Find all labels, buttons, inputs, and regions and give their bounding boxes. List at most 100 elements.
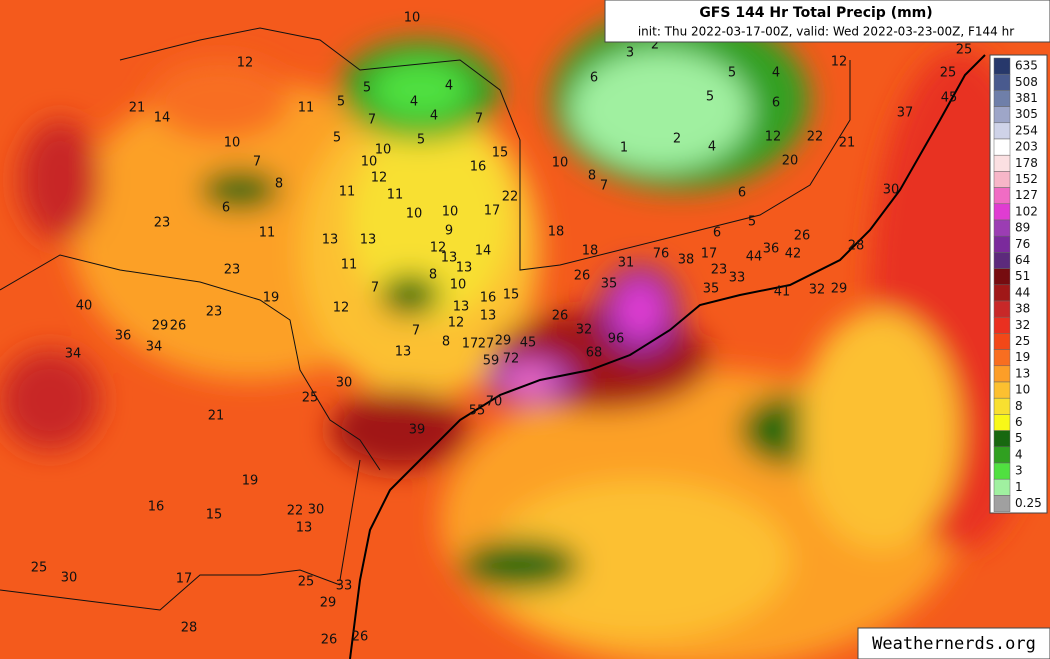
map-label: 2: [673, 132, 681, 147]
map-label: 13: [360, 233, 377, 248]
map-label: 12: [430, 241, 447, 256]
map-label: 14: [154, 111, 171, 126]
map-label: 25: [940, 66, 957, 81]
map-label: 96: [608, 332, 625, 347]
watermark-box: [857, 627, 1050, 659]
map-label: 7: [253, 155, 261, 170]
watermark: Weathernerds.org: [872, 634, 1036, 654]
legend-swatch: [993, 57, 1011, 75]
map-label: 28: [848, 239, 865, 254]
legend-label: 381: [1015, 91, 1038, 105]
legend-swatch: [993, 171, 1011, 188]
map-label: 26: [552, 309, 569, 324]
legend-swatch: [993, 187, 1011, 205]
legend-swatch: [993, 462, 1011, 480]
map-label: 11: [339, 185, 356, 200]
map-label: 34: [65, 347, 82, 362]
map-label: 13: [322, 233, 339, 248]
map-label: 1: [620, 141, 628, 156]
map-label: 35: [601, 277, 618, 292]
legend-label: 76: [1015, 237, 1030, 251]
map-label: 26: [321, 633, 338, 648]
map-label: 21: [208, 409, 225, 424]
map-label: 35: [703, 282, 720, 297]
map-label: 10: [406, 207, 423, 222]
map-label: 32: [809, 283, 826, 298]
map-label: 13: [296, 521, 313, 536]
map-label: 18: [582, 244, 599, 259]
coastline: [349, 54, 986, 659]
legend-label: 102: [1015, 204, 1038, 218]
map-label: 15: [492, 146, 509, 161]
map-label: 44: [746, 250, 763, 265]
map-label: 13: [441, 251, 458, 266]
map-label: 10: [442, 205, 459, 220]
map-label: 26: [794, 229, 811, 244]
map-label: 10: [224, 136, 241, 151]
map-label: 8: [429, 268, 437, 283]
map-label: 2: [651, 38, 659, 53]
map-label: 4: [410, 95, 418, 110]
map-label: 76: [653, 247, 670, 262]
map-label: 23: [154, 216, 171, 231]
map-label: 17: [176, 572, 193, 587]
map-label: 8: [442, 335, 450, 350]
map-label: 23: [224, 263, 241, 278]
legend-label: 8: [1015, 399, 1023, 413]
map-label: 21: [839, 136, 856, 151]
legend-swatch: [993, 219, 1011, 237]
map-label: 22: [287, 504, 304, 519]
map-label: 5: [728, 66, 736, 81]
map-label: 5: [748, 215, 756, 230]
map-label: 13: [395, 345, 412, 360]
map-label: 4: [708, 140, 716, 155]
map-label: 12: [765, 130, 782, 145]
map-label: 10: [375, 143, 392, 158]
legend-label: 4: [1015, 447, 1023, 461]
map-label: 11: [298, 101, 315, 116]
legend-label: 254: [1015, 123, 1038, 137]
map-label: 45: [941, 91, 958, 106]
map-label: 26: [352, 630, 369, 645]
subtitle: init: Thu 2022-03-17-00Z, valid: Wed 202…: [638, 25, 1014, 39]
map-label: 22: [807, 130, 824, 145]
legend-label: 32: [1015, 318, 1030, 332]
legend-label: 13: [1015, 366, 1030, 380]
map-label: 30: [336, 376, 353, 391]
legend-label: 635: [1015, 59, 1038, 73]
map-label: 34: [146, 340, 163, 355]
header-box: [604, 0, 1050, 43]
legend-swatch: [993, 235, 1011, 253]
legend-swatch: [993, 252, 1011, 269]
map-label: 7: [412, 324, 420, 339]
legend-swatch: [993, 106, 1011, 124]
legend-swatch: [993, 284, 1011, 302]
legend-swatch: [993, 397, 1011, 415]
legend-swatch: [993, 430, 1011, 448]
map-label: 29: [831, 282, 848, 297]
precip-area: [800, 310, 960, 550]
map-label: 11: [341, 258, 358, 273]
legend-label: 152: [1015, 172, 1038, 186]
legend-label: 6: [1015, 415, 1023, 429]
map-label: 29: [320, 596, 337, 611]
map-label: 13: [480, 309, 497, 324]
map-label: 16: [480, 291, 497, 306]
legend-swatch: [993, 478, 1011, 496]
map-label: 18: [548, 225, 565, 240]
map-label: 4: [445, 79, 453, 94]
map-label: 15: [503, 288, 520, 303]
precip-area: [20, 120, 100, 240]
legend-label: 508: [1015, 75, 1038, 89]
legend-label: 10: [1015, 383, 1030, 397]
map-label: 5: [363, 81, 371, 96]
map-label: 12: [371, 171, 388, 186]
map-label: 59: [483, 354, 500, 369]
map-label: 45: [520, 336, 537, 351]
map-label: 40: [76, 299, 93, 314]
map-label: 19: [263, 291, 280, 306]
map-label: 6: [590, 71, 598, 86]
map-label: 7: [368, 113, 376, 128]
legend-swatch: [993, 316, 1011, 334]
